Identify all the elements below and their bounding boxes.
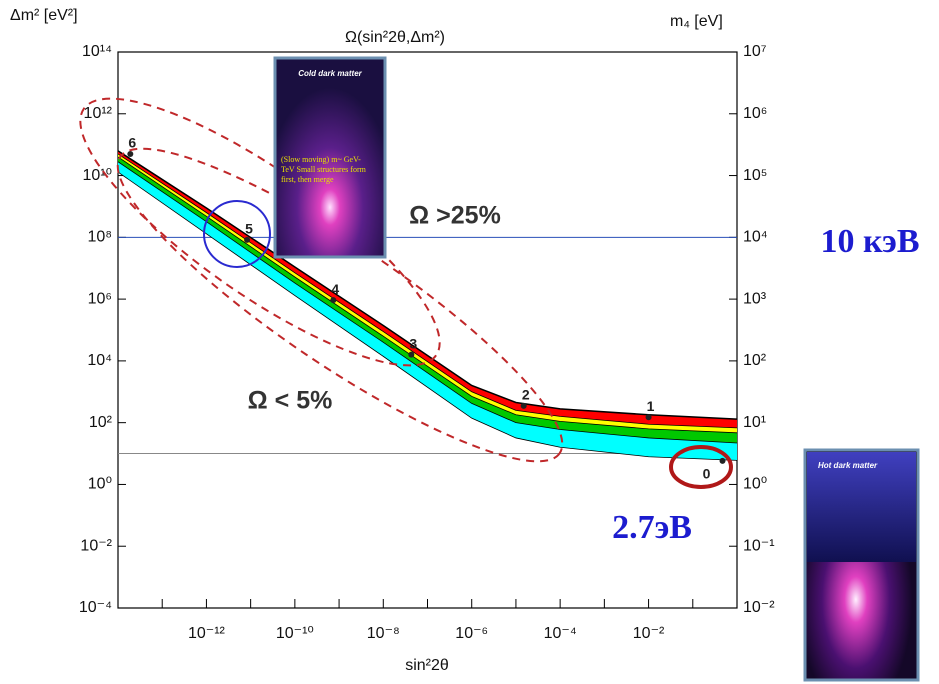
x-axis-label: sin²2θ	[405, 657, 449, 674]
y-tick-label: 10⁰	[88, 476, 112, 493]
inset-cold-title: Cold dark matter	[298, 69, 362, 78]
point-label: 5	[245, 221, 253, 237]
boundary-line	[117, 150, 738, 420]
point	[330, 297, 337, 304]
y-tick-label: 10¹²	[84, 105, 113, 122]
boundary-line	[117, 161, 738, 444]
inset-cold-image	[273, 56, 387, 259]
plot-layer: 10⁻⁴ 10⁻² 10⁰ 10² 10⁴ 10⁶ 10⁸ 10¹⁰ 10¹² 10¹⁴ 10⁻² 1…	[79, 43, 775, 642]
boundary-line	[117, 171, 738, 461]
x-tick-label: 10⁻¹⁰	[276, 625, 314, 642]
x-tick-label: 10⁻²	[633, 625, 665, 642]
annotation: 2.7эВ	[612, 509, 692, 546]
inset-hot: Hot dark matter	[803, 448, 920, 682]
inset-cold-caption: first, then merge	[281, 175, 334, 184]
point-label: 6	[128, 135, 136, 151]
boundary-line	[117, 156, 738, 434]
point	[719, 457, 726, 464]
inset-cold-caption: TeV Small structures form	[281, 165, 367, 174]
y2-tick-label: 10²	[743, 352, 767, 369]
y-tick-label: 10⁶	[88, 290, 112, 307]
y2-tick-label: 10¹	[743, 414, 766, 431]
x-tick-label: 10⁻⁸	[367, 625, 400, 642]
y2-tick-label: 10⁶	[743, 105, 767, 122]
chart-title: Ω(sin²2θ,Δm²)	[345, 29, 445, 46]
y-tick-label: 10⁴	[87, 352, 112, 369]
circle-0	[669, 445, 733, 489]
y2-axis-label: m₄ [eV]	[670, 13, 723, 30]
y-tick-label: 10⁻²	[80, 537, 112, 554]
boundary-line	[117, 153, 738, 429]
point-label: 1	[647, 398, 655, 414]
y-tick-label: 10²	[89, 414, 113, 431]
annotation: Ω >25%	[409, 202, 501, 230]
point	[244, 236, 251, 243]
x-tick-label: 10⁻⁶	[455, 625, 488, 642]
y2-tick-label: 10³	[743, 290, 767, 307]
y-tick-label: 10¹⁰	[82, 167, 112, 184]
y2-tick-label: 10⁵	[743, 167, 767, 184]
plot-frame	[117, 51, 738, 609]
point-label: 3	[409, 335, 417, 351]
point	[645, 414, 652, 421]
point-label: 2	[522, 387, 530, 403]
annotation: Ω < 5%	[248, 387, 333, 415]
y2-tick-label: 10⁰	[743, 476, 767, 493]
point-label: 0	[703, 466, 711, 482]
y2-tick-label: 10⁷	[743, 43, 767, 60]
y-axis-label: Δm² [eV²]	[10, 7, 78, 24]
point-label: 4	[331, 281, 339, 297]
circle-5	[203, 200, 271, 268]
y2-tick-label: 10⁻¹	[743, 537, 775, 554]
y-tick-label: 10⁸	[87, 229, 112, 246]
inset-hot-top	[807, 452, 916, 562]
y2-tick-label: 10⁴	[743, 229, 768, 246]
x-tick-label: 10⁻¹²	[188, 625, 226, 642]
point	[127, 150, 134, 157]
y-tick-label: 10¹⁴	[82, 43, 112, 60]
y-tick-label: 10⁻⁴	[79, 599, 112, 616]
inset-cold: Cold dark matter (Slow moving) m~ GeV- T…	[273, 56, 387, 259]
annotation: 10 кэВ	[820, 223, 919, 260]
y2-tick-label: 10⁻²	[743, 599, 775, 616]
point	[520, 402, 527, 409]
x-tick-label: 10⁻⁴	[544, 625, 577, 642]
point	[408, 351, 415, 358]
inset-hot-title: Hot dark matter	[818, 461, 878, 470]
inset-cold-caption: (Slow moving) m~ GeV-	[281, 155, 361, 164]
